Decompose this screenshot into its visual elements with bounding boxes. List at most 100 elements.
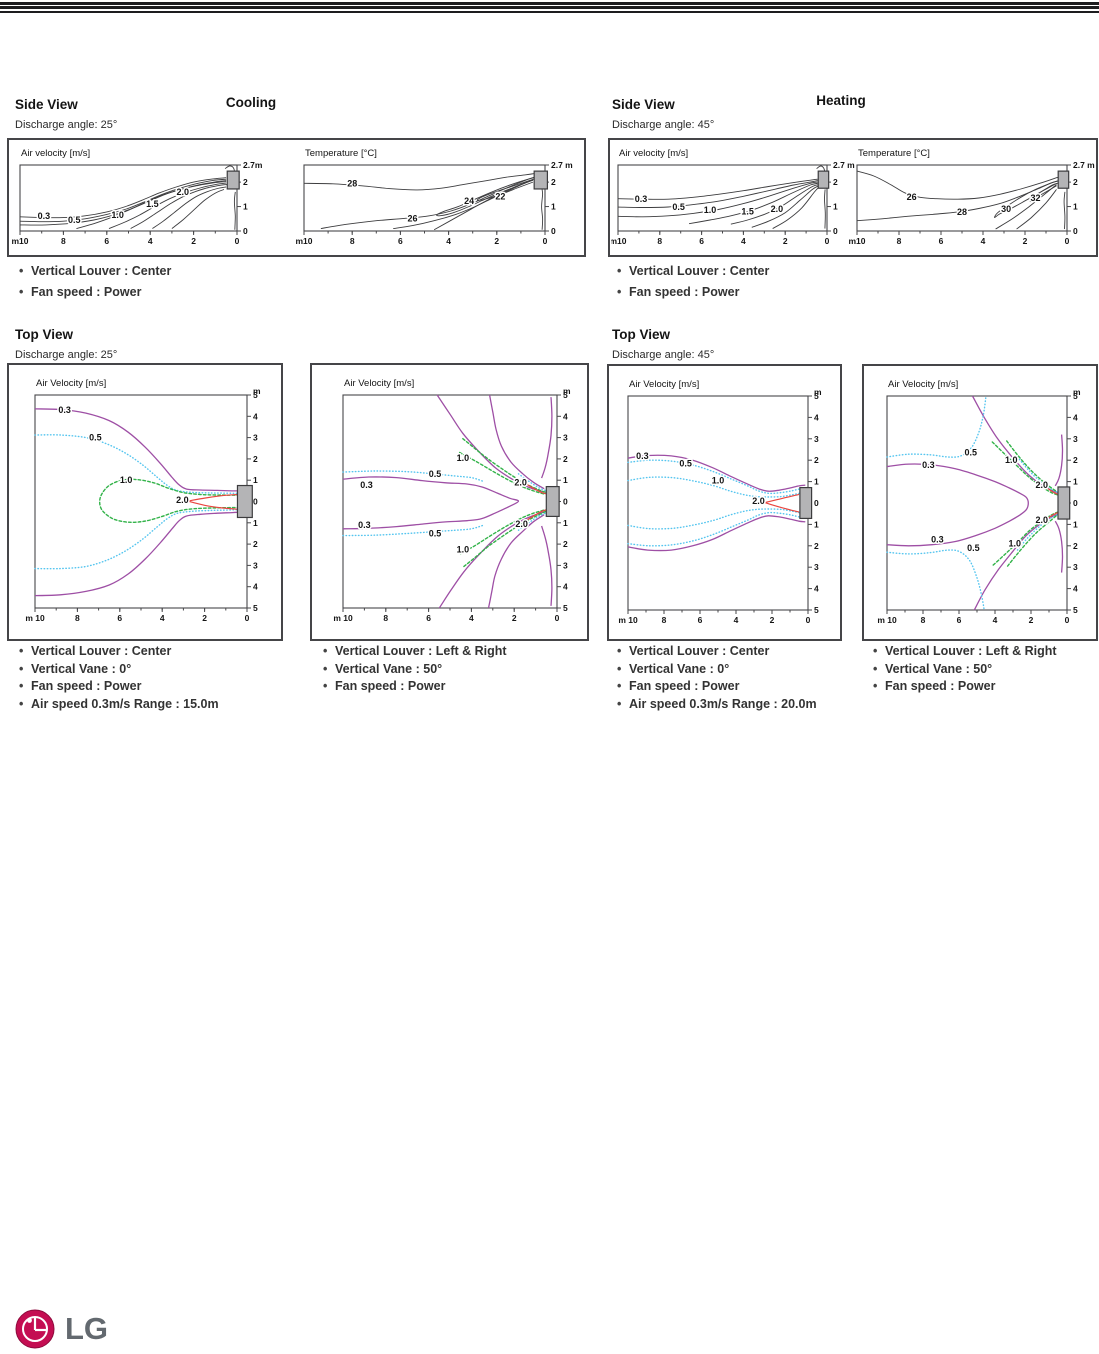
y-tick-label: 1 xyxy=(1073,202,1078,212)
contour-line xyxy=(393,179,534,230)
cooling-top-discharge-angle: Discharge angle: 25° xyxy=(15,349,118,361)
contour-value-label: 0.3 xyxy=(58,405,71,415)
contour-value-label: 1.0 xyxy=(457,544,470,554)
y-tick-label: 5 xyxy=(814,391,819,401)
contour-value-label: 0.5 xyxy=(679,458,692,468)
contour-value-label: 1.5 xyxy=(741,206,754,216)
chart-title: Air velocity [m/s] xyxy=(21,148,90,159)
cooling-side-discharge-angle: Discharge angle: 25° xyxy=(15,119,118,131)
x-tick-label: 0 xyxy=(825,236,830,246)
contour-line xyxy=(108,182,227,229)
contour-line xyxy=(627,454,806,492)
x-tick-label: 4 xyxy=(734,615,739,625)
cooling-top-left-right-panel xyxy=(310,363,589,641)
y-axis-unit-label: m xyxy=(814,387,822,397)
contour-value-label: 2.0 xyxy=(515,519,528,529)
indoor-unit-marker xyxy=(236,484,253,519)
x-tick-label: m 10 xyxy=(333,613,353,623)
x-tick-label: 0 xyxy=(235,236,240,246)
cooling-title: Cooling xyxy=(225,95,277,110)
chart-title: Air Velocity [m/s] xyxy=(629,379,699,390)
y-tick-label: 2 xyxy=(1073,177,1078,187)
contour-line xyxy=(617,178,818,200)
contour-line xyxy=(34,508,241,570)
chart-title: Temperature [°C] xyxy=(305,148,377,159)
contour-line xyxy=(342,470,484,482)
heating-top-left-right-bullet-list: Vertical Louver : Left & Right Vertical … xyxy=(872,643,1057,696)
y-tick-label: 5 xyxy=(253,603,258,613)
contour-value-label: 1.0 xyxy=(1009,539,1022,549)
x-tick-label: 8 xyxy=(897,236,902,246)
y-tick-label: 4 xyxy=(563,411,568,421)
bullet-item: Vertical Louver : Left & Right xyxy=(322,643,507,661)
contour-line xyxy=(541,188,544,230)
contour-value-label: 0.5 xyxy=(964,448,977,458)
y-tick-label: 2 xyxy=(833,177,838,187)
y-tick-label: 5 xyxy=(1073,391,1078,401)
cool-side-velocity-svg: Air velocity [m/s] m10 8 6 4 2 0 2.7m 2 1 0 0.3 0.5 1… xyxy=(11,148,262,246)
contour-value-label: 30 xyxy=(1001,204,1011,214)
chart-heating-side-temperature: Temperature [°C] m10 8 6 4 2 0 2.7 m 2 1 0 26 28 30 32 xyxy=(848,140,1097,253)
chart-title: Air Velocity [m/s] xyxy=(888,379,958,390)
contour-line xyxy=(772,186,820,229)
heat-side-velocity-svg: Air velocity [m/s] m10 8 6 4 2 0 2.7 m 2 1 0 0.3 0.5… xyxy=(609,148,855,246)
y-axis-unit-label: m xyxy=(563,386,571,396)
contour-value-label: 0.5 xyxy=(672,202,685,212)
y-tick-label: 1 xyxy=(814,477,819,487)
x-tick-label: 0 xyxy=(245,613,250,623)
bullet-item: Fan speed : Power xyxy=(616,678,817,696)
contour-line xyxy=(19,177,227,219)
cool-top-left-right-svg: Air Velocity [m/s]m 10 8 6 4 2 054321012345m0… xyxy=(333,378,571,623)
y-tick-label: 5 xyxy=(253,390,258,400)
contour-line xyxy=(187,500,238,510)
y-tick-label: 4 xyxy=(253,582,258,592)
bullet-item: Vertical Louver : Center xyxy=(18,643,219,661)
y-tick-label: 1 xyxy=(1073,519,1078,529)
contour-value-label: 28 xyxy=(347,178,357,188)
y-tick-label: 3 xyxy=(253,560,258,570)
contour-line xyxy=(34,434,241,495)
x-tick-label: 0 xyxy=(1065,615,1070,625)
contour-line xyxy=(463,510,547,568)
plot-frame xyxy=(627,395,809,611)
x-tick-label: 0 xyxy=(543,236,548,246)
x-tick-label: 4 xyxy=(993,615,998,625)
contour-line xyxy=(517,473,549,492)
contour-value-label: 1.0 xyxy=(1005,455,1018,465)
x-tick-label: 6 xyxy=(398,236,403,246)
y-tick-label: 3 xyxy=(253,433,258,443)
contour-line xyxy=(617,180,818,208)
chart-cooling-top-center: Air Velocity [m/s] m 10 8 6 4 2 0 5 4 3 2 1 0 1 2 3 4 5 m 0… xyxy=(15,372,273,637)
y-tick-label: 0 xyxy=(243,226,248,236)
y-tick-label: 3 xyxy=(563,433,568,443)
x-tick-label: m 10 xyxy=(618,615,638,625)
y-tick-label: 3 xyxy=(814,434,819,444)
contour-value-label: 26 xyxy=(907,192,917,202)
contour-value-label: 0.5 xyxy=(429,469,442,479)
contour-line xyxy=(824,189,826,229)
contour-value-label: 2.0 xyxy=(176,495,189,505)
bullet-item: Air speed 0.3m/s Range : 20.0m xyxy=(616,696,817,714)
x-tick-label: 8 xyxy=(350,236,355,246)
chart-cooling-side-temperature: Temperature [°C] m10 8 6 4 2 0 2.7 m 2 1 0 28 26 24 22 xyxy=(295,140,583,253)
contour-value-label: 2.0 xyxy=(771,204,784,214)
contour-line xyxy=(462,437,547,494)
y-tick-label: 2.7 m xyxy=(551,160,573,170)
contour-line xyxy=(1054,434,1064,487)
contour-line xyxy=(98,478,241,523)
contour-value-label: 0.3 xyxy=(38,211,51,221)
contour-line xyxy=(476,178,535,201)
x-tick-label: 0 xyxy=(1065,236,1070,246)
contour-value-label: 0.5 xyxy=(967,543,980,553)
y-tick-label: 2 xyxy=(1073,455,1078,465)
heating-side-view-heading: Side View xyxy=(612,97,675,112)
contour-line xyxy=(992,510,1060,566)
contour-line xyxy=(991,441,1060,496)
contour-line xyxy=(320,176,535,229)
contour-value-label: 1.0 xyxy=(120,475,133,485)
contour-line xyxy=(76,181,227,229)
contour-line xyxy=(130,184,228,229)
footer: LG xyxy=(13,1306,108,1352)
contour-line xyxy=(1006,515,1057,567)
